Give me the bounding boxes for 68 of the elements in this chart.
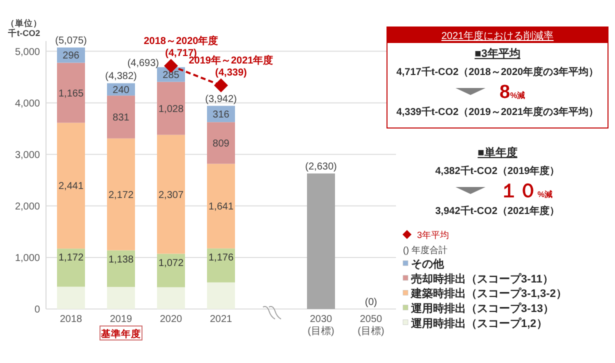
x-tick-label: 2030 (目標) — [308, 314, 334, 337]
text: ■3年平均 — [474, 47, 520, 60]
text: 4,717千t-CO2（2018～2020年度の3年平均） — [396, 66, 599, 78]
annotation: 1,176 — [208, 252, 234, 264]
y-tick-label: 3,000 — [14, 150, 40, 161]
legend-label: 運用時排出（スコープ1,2） — [410, 316, 548, 330]
data-label: 1,641 — [208, 202, 234, 213]
legend-label: その他 — [411, 258, 445, 271]
text: 4,382千t-CO2（2019年度） — [435, 165, 560, 177]
data-label: 2,441 — [58, 181, 84, 192]
data-label: 1,028 — [158, 104, 184, 115]
bar — [157, 82, 185, 135]
bar — [157, 254, 185, 288]
x-tick-label: 2018 — [60, 314, 83, 325]
bar — [107, 286, 135, 309]
total-label: (4,382) — [105, 71, 137, 82]
bar — [107, 96, 135, 138]
y-tick-label: 0 — [34, 304, 40, 316]
data-label: 809 — [212, 138, 230, 150]
bar — [307, 173, 335, 309]
x-tick-label: 2050 (目標) — [358, 314, 384, 337]
bar — [207, 282, 235, 309]
text: １０%減 — [500, 181, 553, 202]
bar — [107, 250, 135, 287]
total-label: (3,942) — [205, 94, 237, 105]
total-label: (5,075) — [55, 35, 87, 46]
annotation: 1,138 — [108, 254, 134, 266]
annotation: 1,072 — [158, 258, 184, 269]
x-tick-label: 2021 — [210, 314, 233, 325]
y-tick-label: 5,000 — [14, 46, 40, 58]
text: 8%減 — [500, 82, 526, 103]
data-label: 831 — [112, 112, 130, 124]
bar — [157, 287, 185, 309]
legend-label: 売却時排出（スコープ3-11） — [411, 272, 554, 286]
text: 3,942千t-CO2（2021年度） — [435, 205, 560, 217]
x-tick-label: 2020 — [160, 314, 183, 325]
bar — [57, 122, 85, 249]
total-label: (0) — [364, 297, 378, 308]
y-axis-title: （単位）千t-CO2 — [6, 18, 42, 38]
total-label: (4,693) — [127, 58, 159, 70]
text: ■単年度 — [478, 146, 518, 159]
bar — [57, 248, 85, 287]
bar — [107, 138, 135, 250]
annotation: 1,172 — [58, 252, 84, 264]
bar — [207, 122, 235, 164]
data-label: 285 — [162, 70, 180, 82]
data-label: 240 — [112, 84, 130, 96]
data-label: 2,172 — [108, 190, 134, 201]
bar — [57, 286, 85, 309]
data-label: 316 — [212, 109, 230, 120]
bar — [57, 62, 85, 123]
data-label: 2,307 — [158, 190, 184, 201]
data-label: 1,165 — [58, 88, 84, 100]
data-label: 296 — [62, 50, 80, 62]
y-tick-label: 2,000 — [14, 201, 40, 212]
text: 4,339千t-CO2（2019～2021年度の3年平均） — [396, 106, 599, 118]
text: 2021年度における削減率 — [441, 30, 554, 42]
y-tick-label: 1,000 — [14, 252, 40, 264]
legend-label: 建築時排出（スコープ3-1,3-2） — [410, 287, 567, 300]
bar — [207, 164, 235, 248]
legend-label: 3年平均 — [417, 230, 450, 240]
total-label: (2,630) — [305, 161, 337, 172]
legend-label: 運用時排出（スコープ3-13） — [410, 302, 554, 315]
bar — [207, 248, 235, 282]
bar — [157, 134, 185, 254]
x-tick-label: 2019 基準年度 — [100, 314, 141, 340]
y-tick-label: 4,000 — [14, 98, 40, 110]
text: () 年度合計 — [403, 244, 448, 255]
